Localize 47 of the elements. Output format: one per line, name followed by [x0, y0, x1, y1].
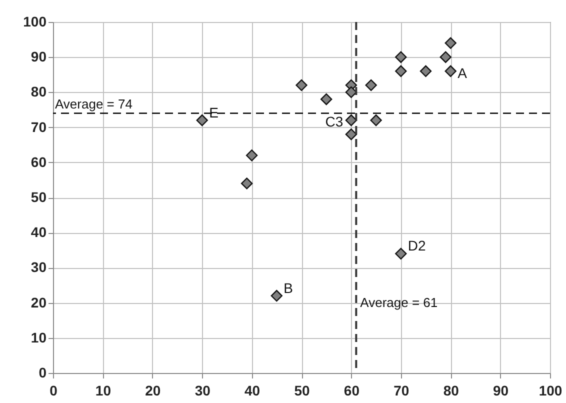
point — [345, 128, 358, 140]
point — [240, 178, 253, 190]
x-tick-label: 60 — [344, 382, 360, 398]
y-tick-label: 50 — [30, 189, 47, 205]
x-tick-label: 0 — [50, 382, 58, 398]
point — [270, 290, 282, 302]
point — [444, 65, 456, 77]
x-tick-label: 80 — [443, 382, 460, 398]
ref-line-label: Average = 74 — [55, 96, 132, 112]
point — [320, 93, 332, 106]
y-tick-label: 40 — [30, 224, 47, 240]
x-tick-label: 30 — [194, 382, 211, 398]
point — [345, 86, 358, 98]
y-tick-label: 100 — [23, 14, 47, 30]
y-tick-label: 30 — [30, 259, 47, 276]
point — [395, 65, 407, 77]
y-tick-label: 10 — [30, 329, 47, 346]
y-tick-label: 70 — [30, 118, 47, 135]
point — [370, 114, 382, 126]
annotation: D2 — [408, 238, 426, 254]
x-tick-label: 100 — [538, 382, 562, 398]
ref-line-label: Average = 61 — [360, 294, 438, 310]
point — [246, 150, 258, 162]
x-tick-label: 10 — [95, 382, 112, 398]
point — [395, 51, 407, 63]
y-tick-label: 20 — [30, 294, 47, 310]
y-tick-label: 60 — [30, 154, 47, 170]
annotation: C3 — [325, 113, 344, 130]
point — [440, 51, 452, 63]
point — [420, 65, 432, 77]
point — [196, 114, 208, 126]
point — [345, 114, 358, 126]
x-tick-label: 70 — [394, 382, 410, 398]
annotation: E — [209, 104, 218, 120]
x-tick-label: 40 — [244, 382, 260, 398]
point — [365, 79, 377, 92]
x-tick-label: 20 — [145, 382, 161, 398]
annotation: B — [284, 280, 293, 296]
y-tick-label: 0 — [38, 364, 47, 380]
y-tick-label: 90 — [30, 48, 47, 65]
annotation: A — [458, 65, 468, 82]
point — [395, 248, 407, 260]
point — [296, 79, 308, 92]
point — [444, 37, 456, 49]
y-tick-label: 80 — [30, 84, 47, 100]
x-tick-label: 90 — [493, 382, 509, 398]
x-tick-label: 50 — [294, 382, 310, 398]
